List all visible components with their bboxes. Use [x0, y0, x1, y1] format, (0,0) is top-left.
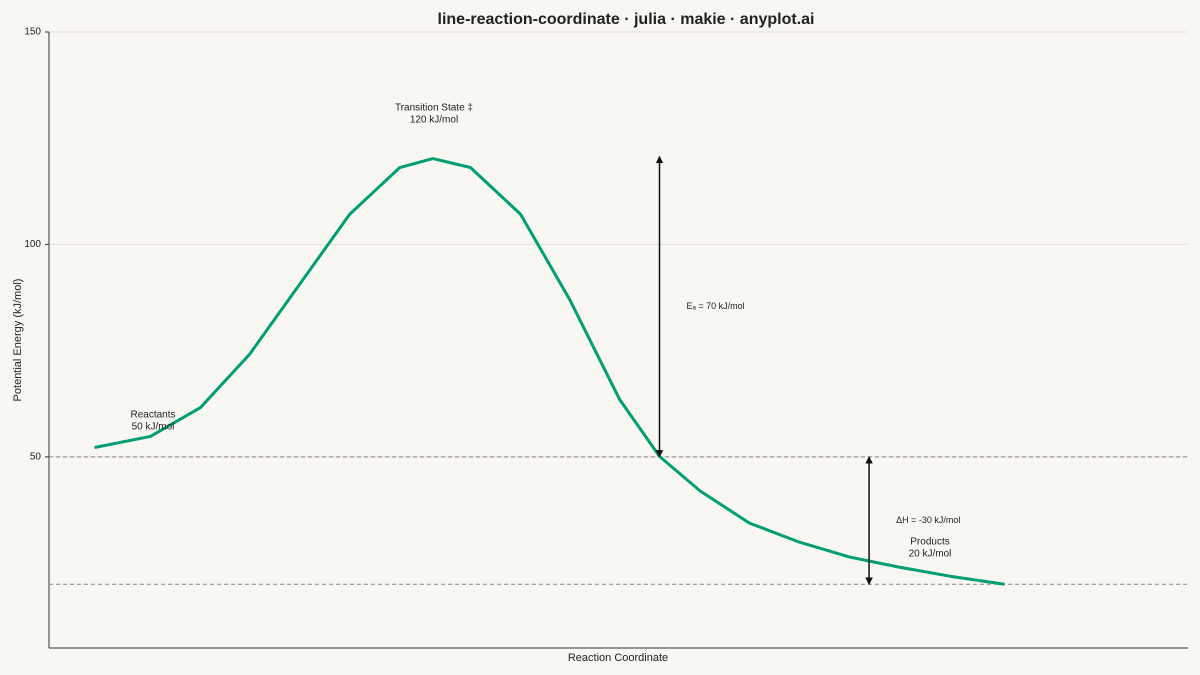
- energy-curve: [94, 157, 1005, 586]
- y-tick-label: 150: [24, 27, 41, 38]
- y-tick-label: 50: [30, 451, 42, 462]
- arrow-label: ΔH = -30 kJ/mol: [896, 515, 960, 525]
- annotation: Products: [910, 537, 949, 548]
- annotation: Transition State ‡: [395, 103, 473, 114]
- annotation: Reactants: [130, 410, 175, 421]
- annotation: 20 kJ/mol: [909, 549, 952, 560]
- y-tick-label: 100: [24, 239, 41, 250]
- y-axis-label: Potential Energy (kJ/mol): [12, 279, 24, 402]
- arrow-label: Eₐ = 70 kJ/mol: [687, 301, 745, 311]
- annotation: 50 kJ/mol: [132, 422, 175, 433]
- annotation: 120 kJ/mol: [410, 115, 458, 126]
- x-axis-label: Reaction Coordinate: [568, 652, 668, 664]
- chart-title: line-reaction-coordinate · julia · makie…: [438, 11, 815, 28]
